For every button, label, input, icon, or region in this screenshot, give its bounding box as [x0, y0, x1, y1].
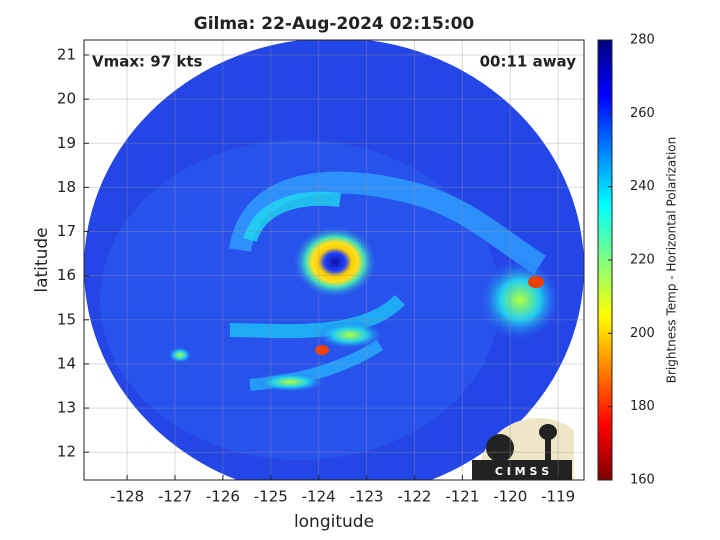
y-tick-label: 20	[57, 90, 76, 108]
y-tick-label: 14	[57, 354, 76, 372]
plot-frame	[83, 39, 585, 481]
colorbar-label: Brightness Temp - Horizontal Polarizatio…	[665, 137, 679, 384]
chart-title: Gilma: 22-Aug-2024 02:15:00	[194, 14, 475, 34]
y-tick-label: 13	[57, 399, 76, 417]
y-tick-label: 18	[57, 178, 76, 196]
x-tick-label: -124	[302, 488, 336, 506]
logo-text: C I M S S	[495, 465, 549, 478]
y-tick-label: 21	[57, 46, 76, 64]
colorbar-tick-label: 260	[630, 106, 655, 121]
colorbar-tick-label: 180	[630, 399, 655, 414]
storm-image	[84, 40, 584, 480]
y-tick-label: 15	[57, 310, 76, 328]
colorbar-tick-label: 280	[630, 33, 655, 48]
annotation: 00:11 away	[480, 53, 577, 71]
cimss-logo: C I M S S	[472, 417, 574, 480]
x-tick-label: -127	[158, 488, 192, 506]
x-tick-label: -121	[445, 488, 479, 506]
x-tick-label: -119	[541, 488, 575, 506]
colorbar-tick-label: 240	[630, 179, 655, 194]
x-tick-label: -122	[397, 488, 431, 506]
colorbar-tick-label: 200	[630, 326, 655, 341]
annotation: Vmax: 97 kts	[92, 53, 202, 71]
x-axis-label: longitude	[294, 512, 374, 532]
x-tick-label: -125	[254, 488, 288, 506]
x-tick-label: -128	[110, 488, 144, 506]
x-tick-label: -123	[350, 488, 384, 506]
colorbar-tick-label: 220	[630, 253, 655, 268]
y-tick-label: 16	[57, 266, 76, 284]
x-tick-label: -120	[493, 488, 527, 506]
y-tick-label: 17	[57, 222, 76, 240]
x-tick-label: -126	[206, 488, 240, 506]
colorbar-tick-label: 160	[630, 473, 655, 488]
y-tick-label: 12	[57, 443, 76, 461]
y-axis-label: latitude	[32, 227, 52, 292]
y-tick-label: 19	[57, 134, 76, 152]
